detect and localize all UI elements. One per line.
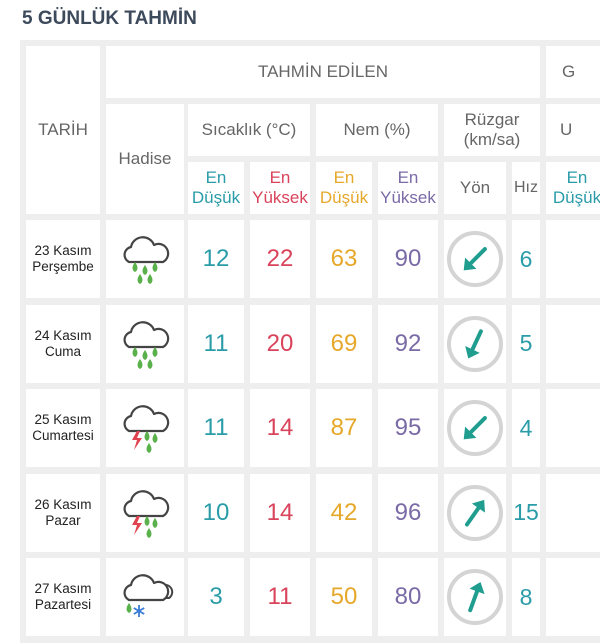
header-cut-group: G	[546, 46, 600, 98]
event-cell	[106, 473, 184, 552]
header-cut-col: U	[546, 104, 600, 156]
cut-cell	[546, 220, 600, 298]
header-hum-low: En Düşük	[316, 162, 372, 214]
wind-arrow	[447, 400, 503, 456]
header-wind: Rüzgar (km/sa)	[444, 104, 540, 156]
hum-low: 42	[316, 473, 372, 552]
cut-cell	[546, 389, 600, 467]
wind-direction-cell	[444, 220, 506, 298]
hum-high: 96	[378, 473, 438, 552]
event-cell	[106, 220, 184, 298]
wind-speed: 6	[512, 220, 540, 298]
wind-speed: 8	[512, 558, 540, 636]
temp-high: 14	[250, 389, 310, 467]
event-cell	[106, 389, 184, 467]
weather-icon	[123, 405, 170, 453]
date-cell: 24 Kasım Cuma	[26, 304, 100, 383]
date-day: Cumartesi	[32, 428, 94, 443]
cut-cell	[546, 473, 600, 552]
hum-low: 69	[316, 304, 372, 383]
weather-icon	[123, 236, 170, 284]
temp-low: 11	[188, 304, 244, 383]
header-humidity: Nem (%)	[316, 104, 438, 156]
temp-high: 22	[250, 220, 310, 298]
hum-low: 87	[316, 389, 372, 467]
wind-direction-cell	[444, 473, 506, 552]
wind-direction-cell	[444, 558, 506, 636]
hum-high: 92	[378, 304, 438, 383]
hum-low: 63	[316, 220, 372, 298]
weather-icon	[123, 320, 170, 369]
weather-icon	[123, 574, 174, 617]
header-forecast: TAHMİN EDİLEN	[106, 46, 540, 98]
header-temperature: Sıcaklık (°C)	[188, 104, 310, 156]
wind-speed: 15	[512, 473, 540, 552]
temp-low: 3	[188, 558, 244, 636]
wind-arrow	[447, 484, 503, 541]
date-day: Pazar	[45, 512, 81, 528]
temp-high: 14	[250, 473, 310, 552]
wind-speed: 4	[512, 389, 540, 467]
date-cell: 26 Kasım Pazar	[26, 473, 100, 552]
date-day: Cuma	[44, 343, 81, 359]
temp-high: 11	[250, 558, 310, 636]
temp-low: 12	[188, 220, 244, 298]
hum-high: 95	[378, 389, 438, 467]
event-cell	[106, 558, 184, 636]
cut-cell	[546, 558, 600, 636]
hum-low: 50	[316, 558, 372, 636]
date-date: 23 Kasım	[34, 243, 92, 259]
page-title: 5 GÜNLÜK TAHMİN	[22, 8, 197, 29]
temp-low: 10	[188, 473, 244, 552]
temp-low: 11	[188, 389, 244, 467]
forecast-table: TARİH TAHMİN EDİLEN G Hadise Sıcaklık (°C) Ne…	[20, 40, 600, 643]
weather-icon	[123, 489, 170, 538]
wind-speed: 5	[512, 304, 540, 383]
hum-high: 80	[378, 558, 438, 636]
wind-arrow	[447, 569, 503, 625]
date-day: Pazartesi	[34, 597, 92, 612]
date-day: Perşembe	[32, 259, 94, 274]
temp-high: 20	[250, 304, 310, 383]
header-event: Hadise	[106, 104, 184, 214]
cut-cell	[546, 304, 600, 383]
header-speed: Hız	[512, 162, 540, 214]
date-date: 27 Kasım	[34, 581, 92, 597]
header-direction: Yön	[444, 162, 506, 214]
header-date: TARİH	[26, 46, 100, 214]
date-date: 24 Kasım	[34, 327, 92, 343]
header-hum-high: En Yüksek	[378, 162, 438, 214]
date-date: 25 Kasım	[34, 412, 92, 428]
wind-direction-cell	[444, 304, 506, 383]
header-temp-low: En Düşük	[188, 162, 244, 214]
event-cell	[106, 304, 184, 383]
header-temp-high: En Yüksek	[250, 162, 310, 214]
date-cell: 25 Kasım Cumartesi	[26, 389, 100, 467]
date-cell: 23 Kasım Perşembe	[26, 220, 100, 298]
hum-high: 90	[378, 220, 438, 298]
wind-arrow	[447, 315, 503, 372]
wind-arrow	[447, 231, 503, 287]
wind-direction-cell	[444, 389, 506, 467]
date-date: 26 Kasım	[34, 496, 92, 512]
date-cell: 27 Kasım Pazartesi	[26, 558, 100, 636]
header-cut-sub: En Düşük	[546, 162, 600, 214]
